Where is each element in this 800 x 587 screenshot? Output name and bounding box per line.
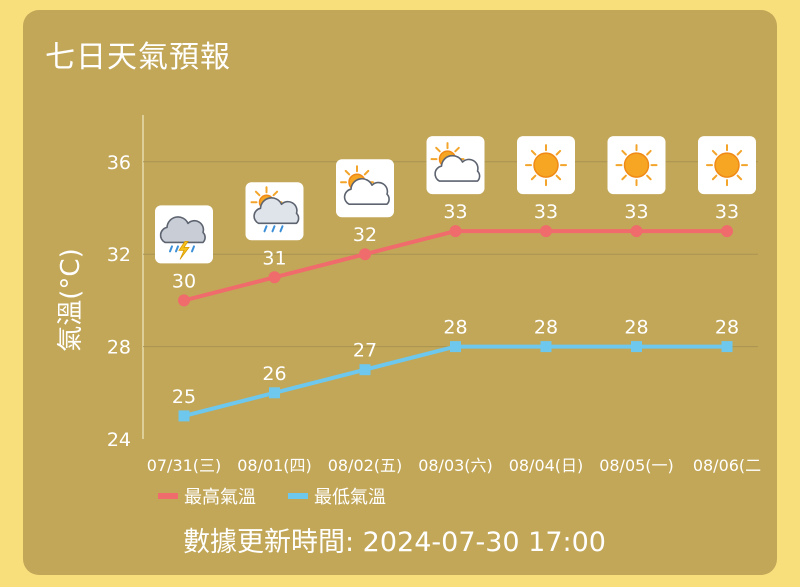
data-label: 26 [262, 363, 286, 385]
data-label: 27 [353, 340, 377, 362]
x-tick-label: 08/01(四) [237, 456, 312, 475]
x-tick-label: 08/05(一) [599, 456, 674, 475]
data-point [269, 387, 280, 399]
legend-label: 最低氣溫 [314, 487, 386, 508]
y-tick-label: 28 [107, 337, 131, 359]
data-point [540, 225, 552, 238]
data-label: 30 [172, 270, 196, 292]
data-label: 33 [534, 201, 558, 223]
data-point [450, 341, 461, 353]
sunny-icon [607, 136, 666, 195]
y-tick-labels: 24 28 32 36 [107, 152, 131, 451]
data-point [540, 341, 552, 353]
data-point [178, 410, 190, 422]
data-point [631, 341, 642, 353]
data-point [721, 225, 733, 238]
data-label: 28 [443, 317, 467, 339]
x-tick-label: 07/31(三) [147, 456, 222, 475]
data-point [359, 248, 371, 261]
data-label: 25 [172, 386, 196, 408]
data-point [449, 225, 462, 238]
partly-cloudy-icon [426, 136, 485, 195]
data-point [630, 225, 643, 238]
x-tick-label: 08/02(五) [328, 456, 403, 475]
weather-icons [155, 136, 756, 264]
temperature-chart: 24 28 32 36 氣溫(°C) 07/31(三) 08/01(四) 08/02(五)… [56, 115, 761, 508]
x-tick-label: 08/04(日) [509, 456, 584, 475]
y-tick-label: 32 [107, 244, 131, 266]
y-tick-label: 36 [107, 152, 131, 174]
data-label: 32 [353, 224, 377, 246]
y-tick-label: 24 [107, 429, 131, 451]
partly-cloudy-rain-icon [245, 182, 304, 241]
data-label: 28 [534, 317, 558, 339]
x-tick-label: 08/06(二 [693, 456, 761, 475]
sunny-icon [698, 136, 756, 195]
data-point [178, 294, 190, 307]
sunny-icon [517, 136, 575, 195]
update-time: 數據更新時間: 2024-07-30 17:00 [183, 527, 606, 558]
data-label: 28 [624, 317, 648, 339]
x-tick-label: 08/03(六) [418, 456, 493, 475]
legend-label: 最高氣溫 [184, 487, 256, 508]
series-lines: 30 31 32 33 33 33 33 25 26 27 28 28 28 28 [172, 201, 739, 422]
x-tick-labels: 07/31(三) 08/01(四) 08/02(五) 08/03(六) 08/04(日)… [147, 456, 761, 475]
partly-cloudy-icon [336, 159, 394, 218]
legend-swatch [158, 493, 178, 499]
forecast-card: 七日天氣預報 24 28 32 36 氣溫(°C) 07/31(三) 08/01(四) 0… [23, 10, 777, 575]
data-point [721, 341, 733, 353]
data-label: 28 [715, 317, 739, 339]
data-label: 33 [443, 201, 467, 223]
legend: 最高氣溫 最低氣溫 [158, 487, 386, 508]
data-label: 33 [624, 201, 648, 223]
data-point [359, 364, 371, 376]
legend-swatch [288, 493, 308, 499]
y-axis-label: 氣溫(°C) [56, 248, 86, 351]
data-label: 31 [262, 247, 286, 269]
thunder-rain-icon [155, 205, 213, 264]
page-title: 七日天氣預報 [45, 40, 231, 75]
data-label: 33 [715, 201, 739, 223]
data-point [268, 271, 281, 284]
